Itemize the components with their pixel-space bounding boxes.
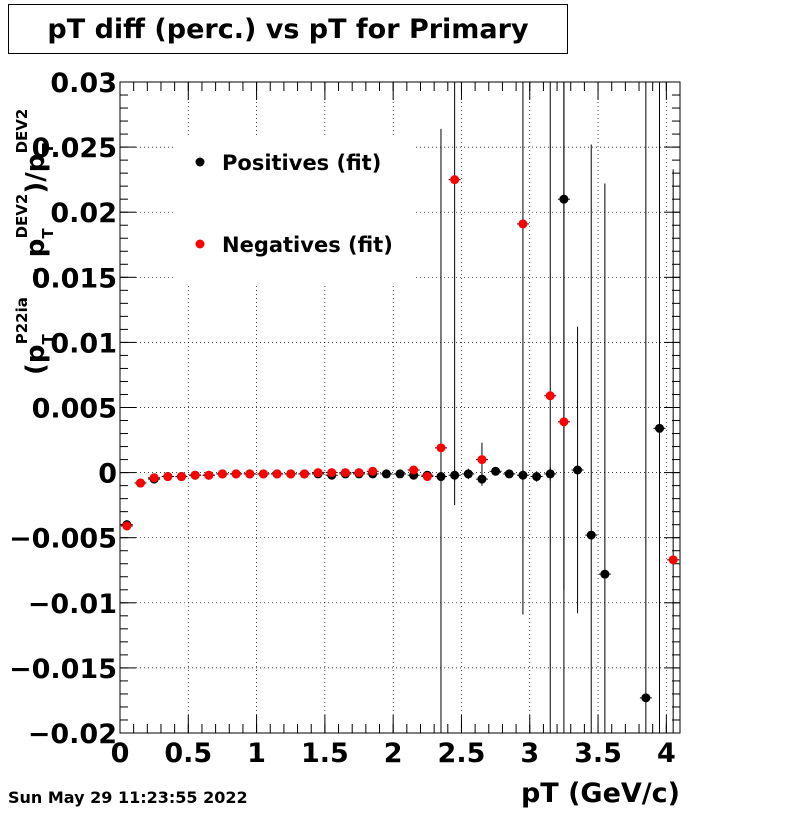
legend-marker-positives [195,157,205,167]
negatives-point [409,465,419,475]
positives-point [395,469,405,479]
negatives-point [354,468,364,478]
negatives-point [313,468,323,478]
legend-label-positives: Positives (fit) [222,151,381,175]
positives-point [532,472,542,482]
svg-text:(pTP22ia − pTDEV2)/pTDEV2: (pTP22ia − pTDEV2)/pTDEV2 [13,109,57,375]
negatives-point [368,466,378,476]
positives-point [518,470,528,480]
negatives-point [436,443,446,453]
y-tick-label: 0.005 [32,394,117,425]
negatives-point [559,417,569,427]
x-tick-label: 1 [247,738,266,769]
positives-point [450,470,460,480]
chart-title: pT diff (perc.) vs pT for Primary [47,13,529,45]
x-axis-label: pT (GeV/c) [520,778,680,809]
y-tick-label: 0.03 [50,68,117,99]
negatives-point [149,473,159,483]
negatives-point [163,472,173,482]
negatives-point [258,469,268,479]
x-tick-label: 1.5 [301,738,349,769]
y-tick-label: 0 [98,459,117,490]
x-tick-label: 2 [384,738,403,769]
x-tick-label: 0.5 [164,738,212,769]
negatives-point [518,219,528,229]
negatives-point [668,555,678,565]
negatives-point [217,469,227,479]
negatives-point [204,470,214,480]
positives-point [600,569,610,579]
negatives-point [245,469,255,479]
x-tick-label: 3 [520,738,539,769]
x-tick-label: 3.5 [574,738,622,769]
y-tick-label: 0.015 [32,263,117,294]
negatives-point [272,469,282,479]
negatives-point [422,472,432,482]
y-tick-label: −0.02 [28,719,117,750]
y-tick-label: −0.005 [9,524,117,555]
positives-point [545,469,555,479]
negatives-point [545,391,555,401]
legend-marker-negatives [195,239,205,249]
timestamp: Sun May 29 11:23:55 2022 [8,788,248,807]
negatives-point [190,470,200,480]
positives-point [586,530,596,540]
x-tick-label: 2.5 [438,738,486,769]
negatives-point [231,469,241,479]
negatives-point [176,472,186,482]
title-box: pT diff (perc.) vs pT for Primary [8,4,568,54]
positives-point [436,472,446,482]
positives-point [491,466,501,476]
negatives-point [340,468,350,478]
y-tick-labels: −0.02 −0.015 −0.01 −0.005 0 0.005 0.01 0.015 0.0… [9,68,117,750]
x-tick-label: 0 [111,738,130,769]
y-axis-label: (pTP22ia − pTDEV2)/pTDEV2 [13,109,57,375]
y-tick-label: −0.015 [9,654,117,685]
y-tick-label: 0.025 [32,133,117,164]
y-tick-label: 0.01 [50,328,117,359]
positives-point [504,469,514,479]
negatives-point [327,468,337,478]
negatives-point [135,478,145,488]
positives-point [477,474,487,484]
positives-point [463,469,473,479]
y-tick-label: −0.01 [28,589,117,620]
x-tick-label: 4 [657,738,676,769]
data-points [122,175,678,703]
negatives-point [450,175,460,185]
positives-point [655,423,665,433]
legend-box [176,138,416,286]
x-tick-labels: 0 0.5 1 1.5 2 2.5 3 3.5 4 [111,738,676,769]
positives-point [641,693,651,703]
plot-frame [119,81,681,734]
negatives-point [286,469,296,479]
y-tick-label: 0.02 [50,198,117,229]
negatives-point [122,521,132,531]
negatives-point [299,469,309,479]
positives-point [559,194,569,204]
positives-point [573,465,583,475]
negatives-point [477,455,487,465]
positives-point [381,469,391,479]
legend-label-negatives: Negatives (fit) [222,233,393,257]
